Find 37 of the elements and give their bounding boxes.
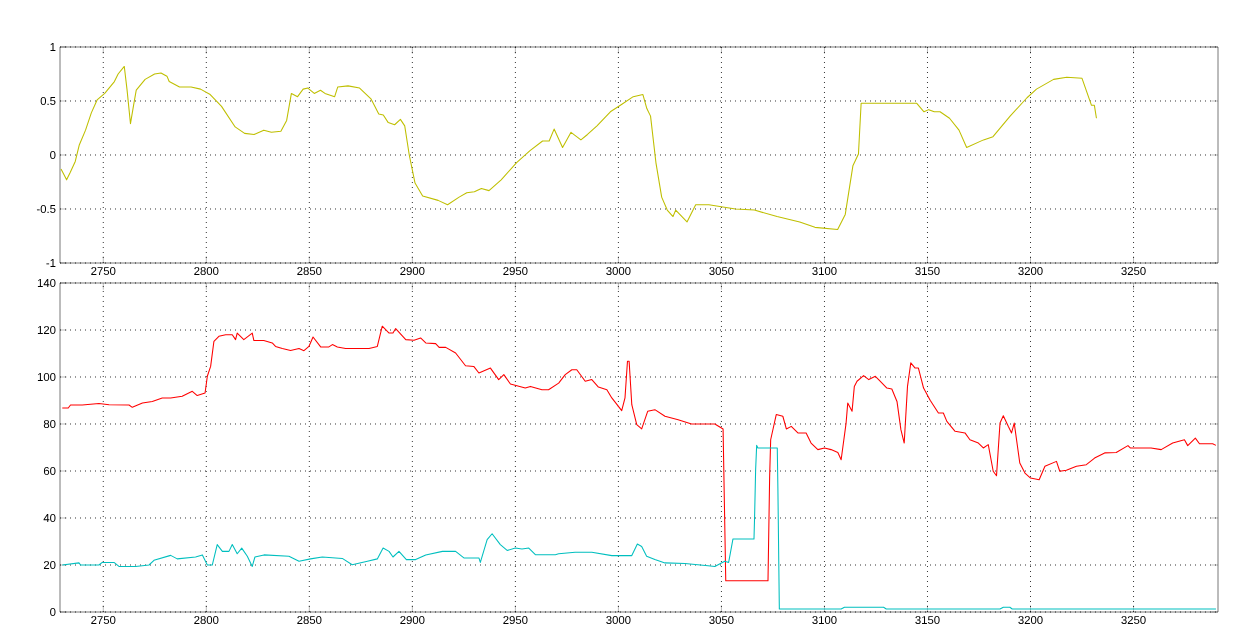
line-series [61, 325, 1217, 582]
y-tick-label: 0 [50, 608, 56, 617]
line-series [60, 65, 1097, 231]
x-tick-label: 3150 [915, 616, 940, 625]
y-tick-label: 20 [43, 561, 56, 570]
x-tick-label: 3100 [812, 616, 837, 625]
x-tick-label: 3200 [1018, 616, 1043, 625]
x-tick-label: 3150 [915, 267, 940, 276]
y-tick-label: 0.5 [40, 97, 56, 105]
y-tick-label: 120 [37, 326, 56, 335]
y-tick-label: 40 [43, 514, 56, 523]
x-tick-label: 3000 [606, 267, 631, 276]
x-tick-label: 2900 [400, 616, 425, 625]
x-tick-label: 2800 [194, 267, 219, 276]
x-tick-label: 2950 [503, 267, 528, 276]
x-tick-label: 2850 [297, 616, 322, 625]
x-tick-label: 3200 [1018, 267, 1043, 276]
x-tick-label: 3250 [1121, 616, 1146, 625]
y-tick-label: 80 [43, 420, 56, 429]
x-tick-label: 2950 [503, 616, 528, 625]
y-tick-label: -1 [46, 259, 56, 267]
x-tick-label: 3250 [1121, 267, 1146, 276]
x-tick-label: 2800 [194, 616, 219, 625]
x-tick-label: 2750 [91, 267, 116, 276]
x-tick-label: 3050 [709, 616, 734, 625]
x-tick-label: 2900 [400, 267, 425, 276]
x-tick-label: 3100 [812, 267, 837, 276]
y-tick-label: 100 [37, 373, 56, 382]
x-tick-label: 3000 [606, 616, 631, 625]
x-tick-label: 3050 [709, 267, 734, 276]
x-tick-label: 2750 [91, 616, 116, 625]
y-tick-label: -0.5 [36, 205, 56, 213]
y-tick-label: 60 [43, 467, 56, 476]
x-tick-label: 2850 [297, 267, 322, 276]
y-tick-label: 140 [37, 279, 56, 287]
y-tick-label: 0 [50, 151, 56, 159]
y-tick-label: 1 [50, 43, 56, 51]
